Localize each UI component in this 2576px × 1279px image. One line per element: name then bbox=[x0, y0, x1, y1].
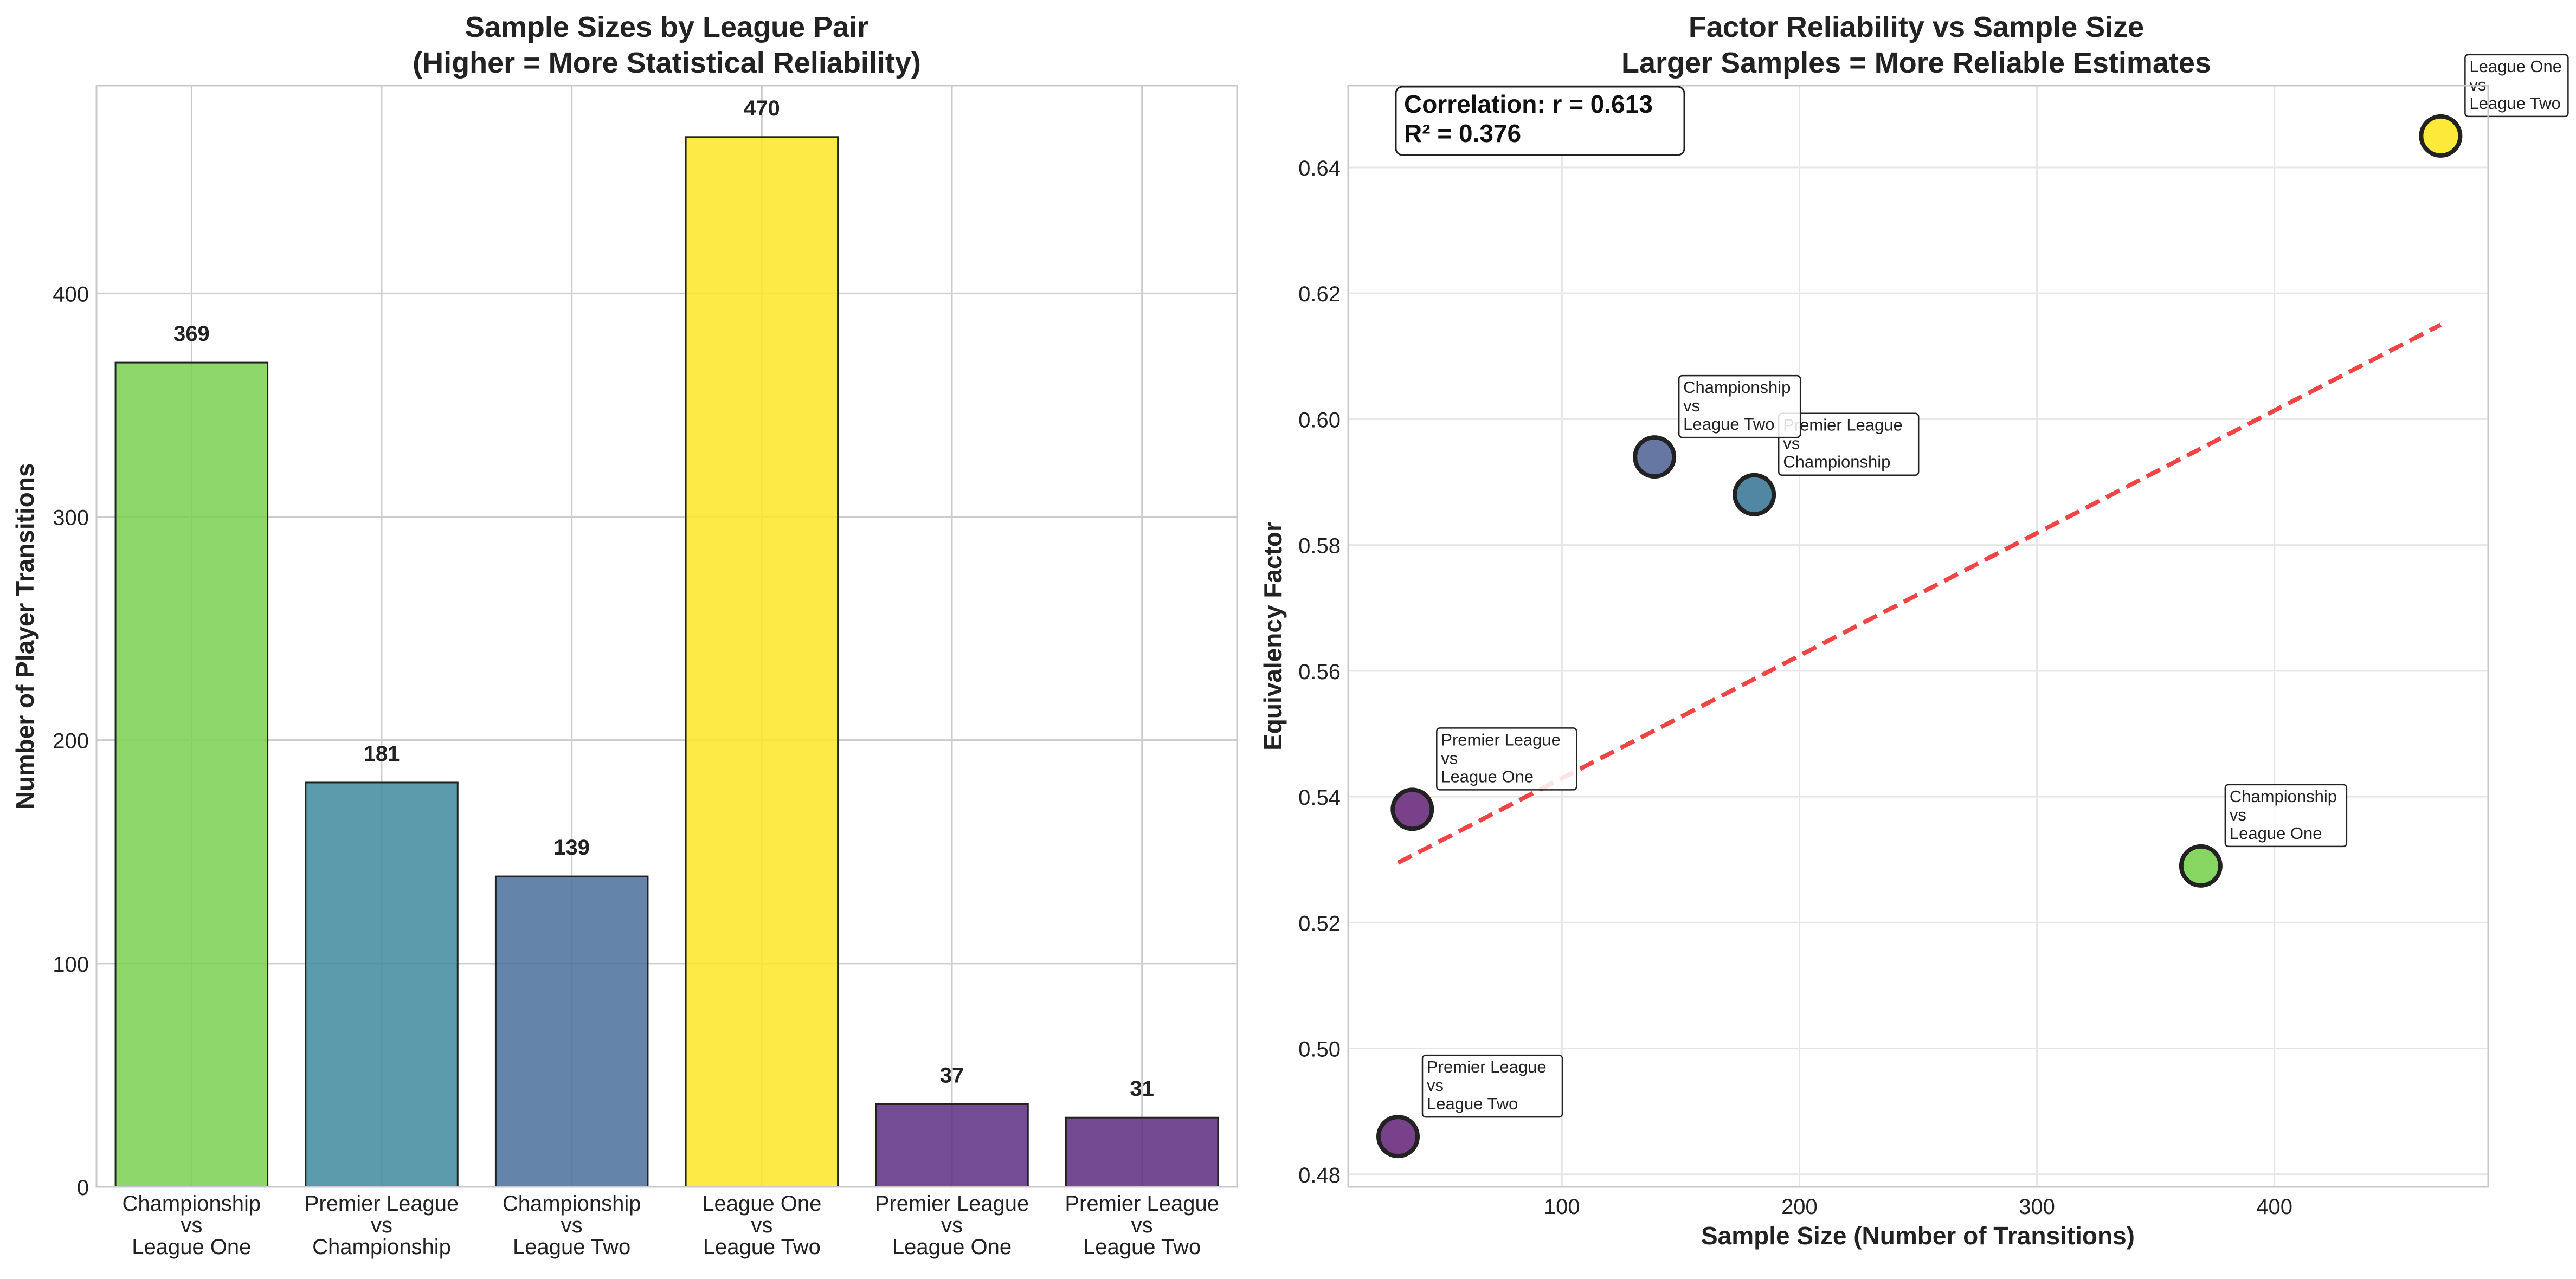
bar-chart-title: Sample Sizes by League Pair bbox=[465, 11, 868, 43]
bar-y-tick-label: 200 bbox=[53, 729, 89, 753]
bar-y-tick-label: 0 bbox=[77, 1176, 89, 1200]
scatter-y-tick-label: 0.54 bbox=[1298, 786, 1341, 810]
bar bbox=[305, 781, 459, 1188]
point-annotation-text: League One vs League Two bbox=[2469, 57, 2562, 113]
bar-x-tick-label: Premier League vs League One bbox=[875, 1192, 1029, 1259]
bar-x-tick-label: Championship vs League One bbox=[122, 1192, 261, 1259]
point-annotation-box bbox=[1678, 374, 1801, 438]
point-annotation: Premier League vs League One bbox=[1436, 727, 1577, 791]
scatter-point bbox=[1376, 1115, 1420, 1159]
scatter-point bbox=[2179, 844, 2223, 888]
scatter-point bbox=[2419, 114, 2463, 158]
point-annotation: Premier League vs Championship bbox=[1778, 412, 1920, 476]
bar bbox=[494, 875, 649, 1188]
scatter-chart-x-ticks: 100 200 300 400 bbox=[1544, 1195, 2292, 1219]
scatter-point bbox=[1633, 435, 1677, 479]
scatter-y-tick-label: 0.58 bbox=[1298, 534, 1341, 558]
scatter-y-tick-label: 0.50 bbox=[1298, 1038, 1341, 1062]
scatter-chart-x-axis-label: Sample Size (Number of Transitions) bbox=[1701, 1222, 2135, 1250]
bar-chart-subtitle: (Higher = More Statistical Reliability) bbox=[413, 47, 921, 79]
scatter-chart-points bbox=[1376, 114, 2463, 1159]
stats-box-r-squared: R² = 0.376 bbox=[1404, 119, 1521, 147]
scatter-point bbox=[1390, 787, 1434, 831]
scatter-y-tick-label: 0.48 bbox=[1298, 1164, 1341, 1187]
bar-chart-frame bbox=[95, 85, 1238, 1188]
point-annotation: Premier League vs League Two bbox=[1421, 1054, 1563, 1118]
scatter-x-tick-label: 200 bbox=[1781, 1195, 1818, 1219]
point-annotation-text: Premier League vs League One bbox=[1441, 730, 1561, 786]
bar-chart-data-labels: 369 181 139 470 37 31 bbox=[173, 96, 1154, 1101]
point-annotation-text: Premier League vs League Two bbox=[1427, 1057, 1547, 1113]
bar-value-label: 139 bbox=[553, 836, 590, 860]
bar-y-tick-label: 100 bbox=[53, 953, 89, 977]
scatter-chart-y-axis-label: Equivalency Factor bbox=[1259, 522, 1287, 751]
scatter-y-tick-label: 0.60 bbox=[1298, 408, 1341, 432]
point-annotation-box bbox=[1436, 727, 1577, 791]
point-annotation-box bbox=[1778, 412, 1920, 476]
point-annotation-text: Championship vs League Two bbox=[1683, 378, 1791, 434]
point-annotation: Championship vs League One bbox=[2224, 784, 2348, 848]
bar-chart-x-ticks: Championship vs League One Premier League vs… bbox=[122, 1192, 1219, 1259]
scatter-chart: Factor Reliability vs Sample Size Larger… bbox=[1259, 11, 2569, 1250]
bar bbox=[1065, 1116, 1219, 1188]
bar-x-tick-label: Premier League vs Championship bbox=[305, 1192, 459, 1259]
scatter-chart-subtitle: Larger Samples = More Reliable Estimates bbox=[1621, 47, 2211, 79]
stats-box: Correlation: r = 0.613 R² = 0.376 bbox=[1395, 86, 1685, 156]
bar-x-tick-label: Championship vs League Two bbox=[503, 1192, 641, 1259]
stats-box-correlation: Correlation: r = 0.613 bbox=[1404, 90, 1653, 118]
bar-y-tick-label: 300 bbox=[53, 506, 89, 529]
bar-x-tick-label: Premier League vs League Two bbox=[1065, 1192, 1219, 1259]
bar-chart-y-axis-label: Number of Player Transitions bbox=[11, 463, 39, 809]
bar-chart-y-ticks: 0 100 200 300 400 bbox=[53, 282, 89, 1200]
bar bbox=[875, 1103, 1029, 1188]
scatter-chart-y-ticks: 0.48 0.50 0.52 0.54 0.56 0.58 0.60 0.62 0.64 bbox=[1298, 157, 1341, 1187]
bar-chart-bars bbox=[114, 136, 1219, 1188]
bar-value-label: 37 bbox=[940, 1063, 964, 1087]
scatter-x-tick-label: 400 bbox=[2256, 1195, 2292, 1219]
scatter-chart-point-labels: Championship vs League One Premier League vs… bbox=[1421, 54, 2569, 1118]
point-annotation: Championship vs League Two bbox=[1678, 374, 1801, 438]
bar bbox=[114, 361, 269, 1188]
scatter-x-tick-label: 100 bbox=[1544, 1195, 1580, 1219]
point-annotation: League One vs League Two bbox=[2464, 54, 2569, 118]
bar-value-label: 369 bbox=[173, 322, 210, 346]
point-annotation-box bbox=[1421, 1054, 1563, 1118]
scatter-point bbox=[1733, 473, 1776, 516]
stats-box-frame bbox=[1395, 86, 1685, 156]
bar-x-tick-label: League One vs League Two bbox=[702, 1192, 821, 1259]
bar-y-tick-label: 400 bbox=[53, 282, 89, 306]
bar-chart: Sample Sizes by League Pair (Higher = Mo… bbox=[11, 11, 1238, 1259]
point-annotation-text: Premier League vs Championship bbox=[1783, 416, 1903, 471]
scatter-y-tick-label: 0.52 bbox=[1298, 912, 1341, 935]
point-annotation-box bbox=[2224, 784, 2348, 848]
scatter-chart-frame bbox=[1347, 85, 2489, 1188]
scatter-y-tick-label: 0.64 bbox=[1298, 157, 1341, 180]
scatter-x-tick-label: 300 bbox=[2019, 1195, 2055, 1219]
bar-value-label: 181 bbox=[364, 742, 400, 766]
point-annotation-text: Championship vs League One bbox=[2230, 787, 2337, 843]
bar-value-label: 470 bbox=[744, 96, 780, 120]
bar bbox=[685, 136, 839, 1188]
scatter-chart-title: Factor Reliability vs Sample Size bbox=[1689, 11, 2144, 43]
scatter-y-tick-label: 0.62 bbox=[1298, 282, 1341, 306]
bar-value-label: 31 bbox=[1130, 1077, 1154, 1101]
scatter-y-tick-label: 0.56 bbox=[1298, 660, 1341, 684]
